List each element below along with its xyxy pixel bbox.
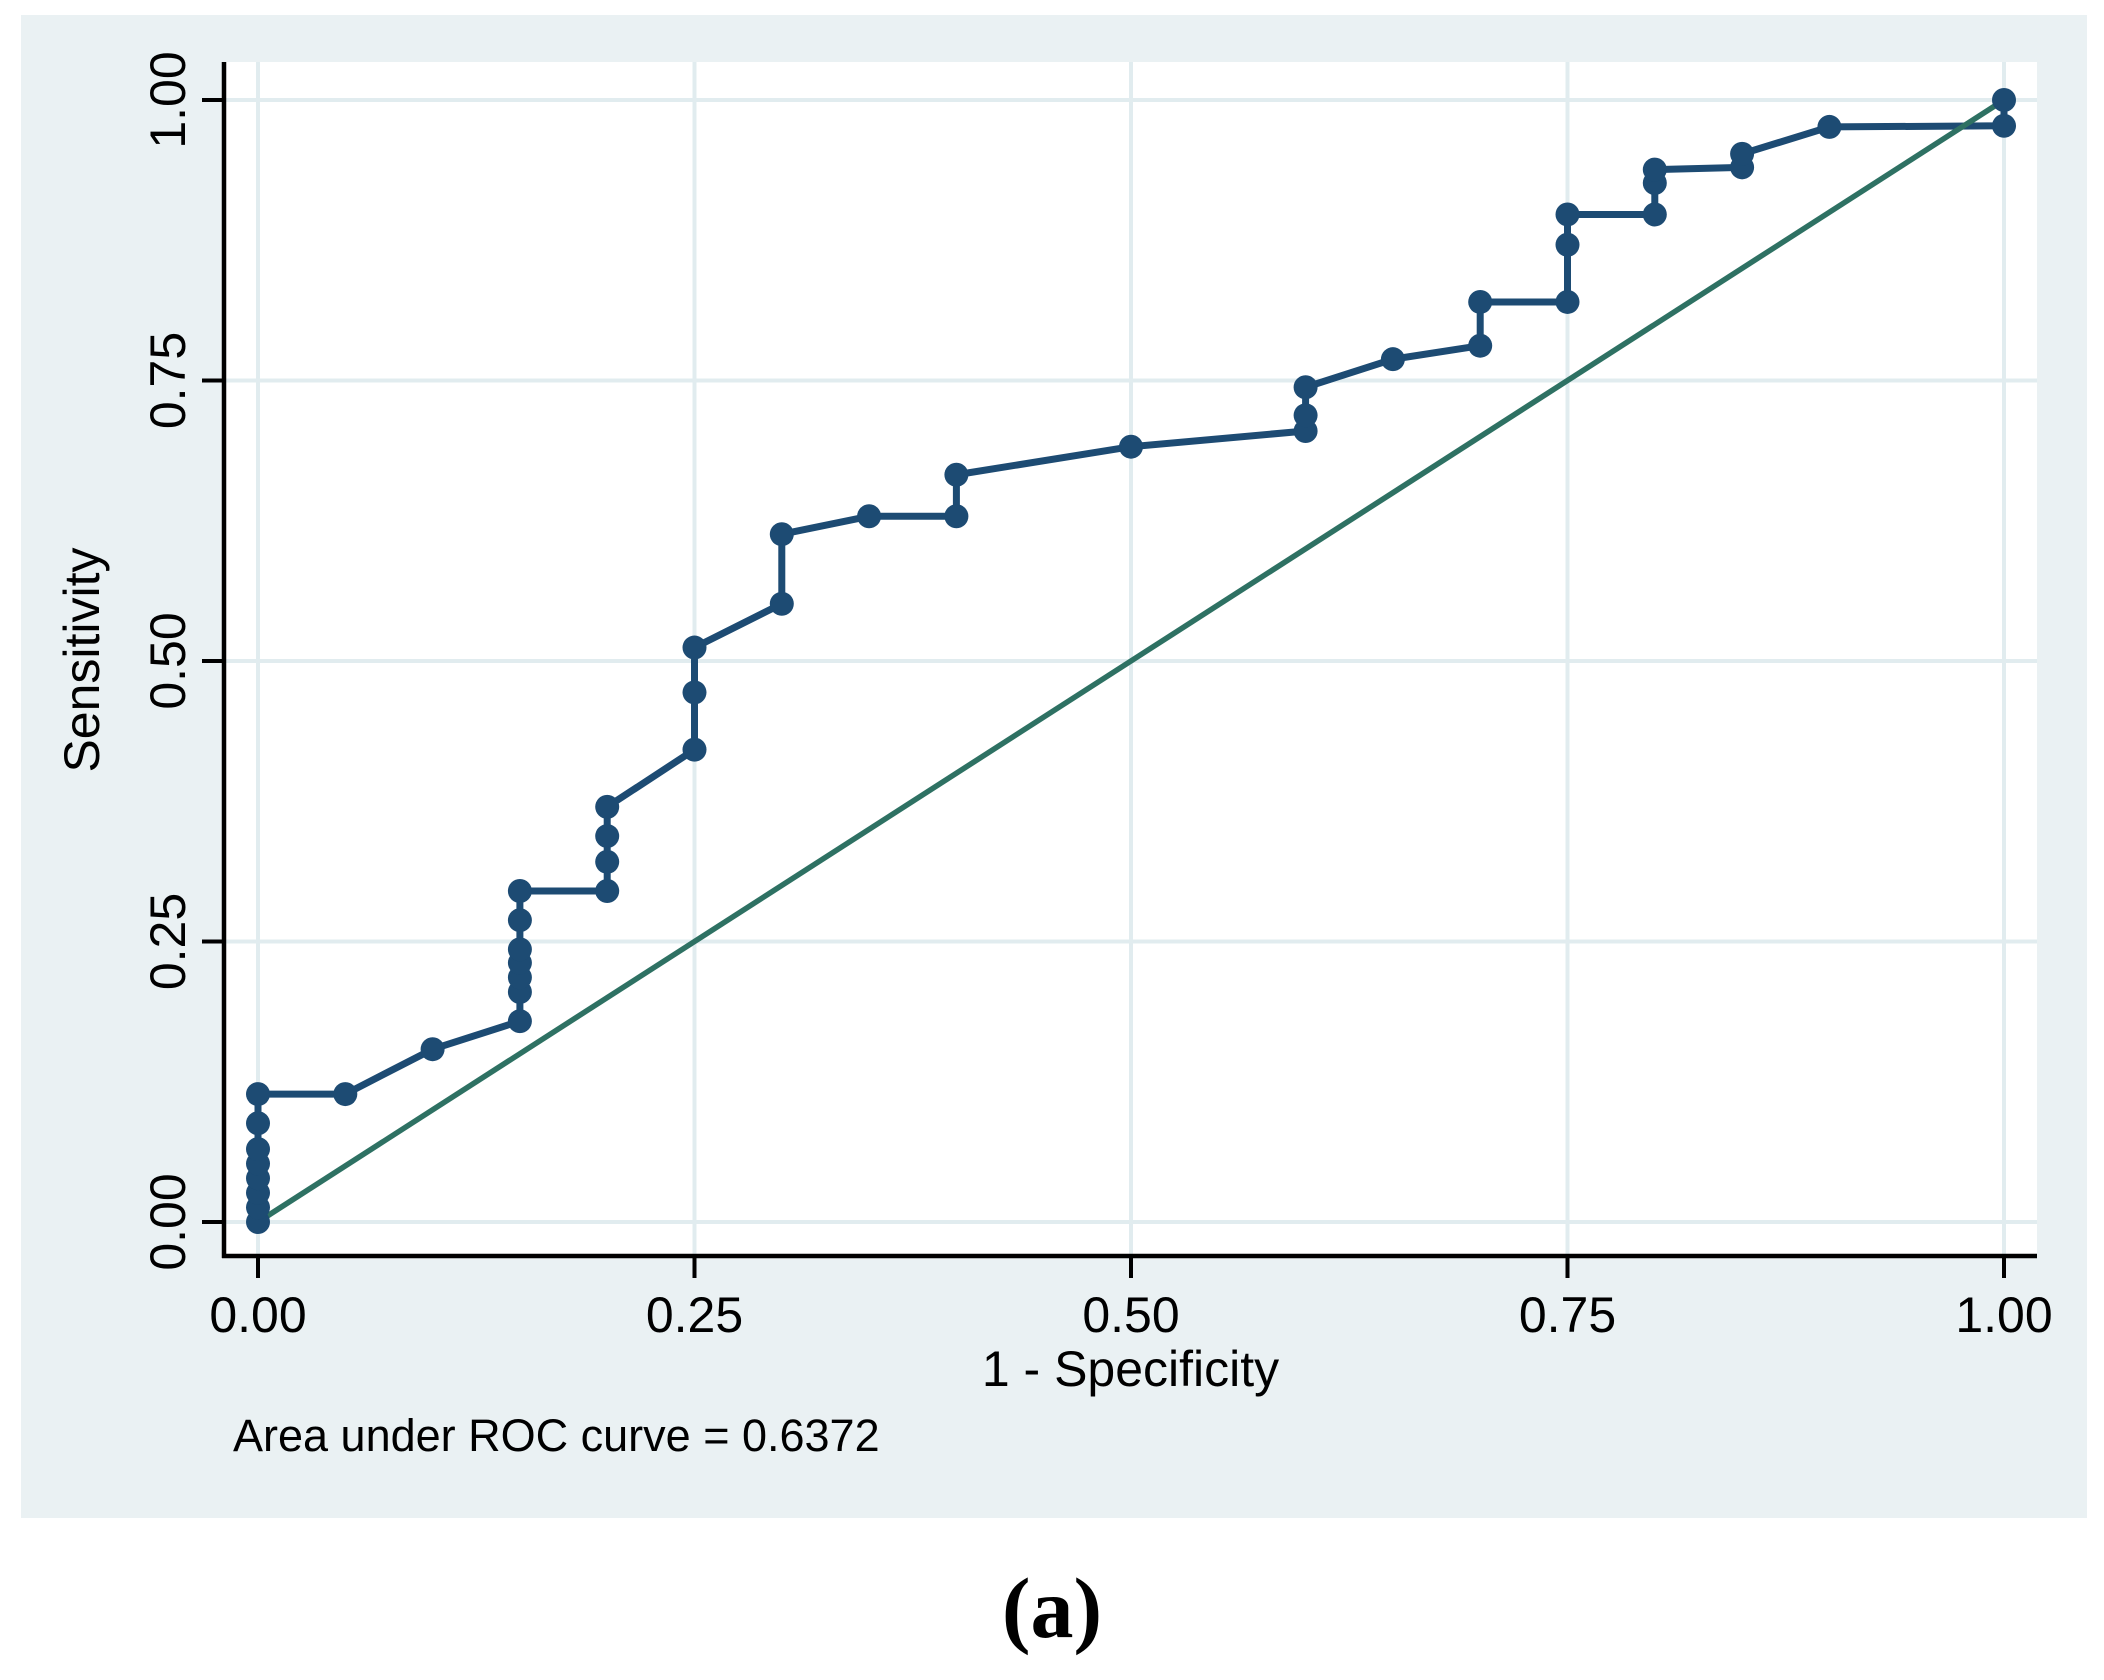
- roc-data-point: [1992, 88, 2016, 112]
- roc-data-point: [1642, 202, 1667, 227]
- roc-data-point: [507, 1009, 532, 1034]
- roc-data-point: [682, 737, 707, 762]
- roc-data-point: [333, 1082, 358, 1107]
- auc-annotation: Area under ROC curve = 0.6372: [233, 1410, 880, 1461]
- roc-data-point: [857, 504, 882, 529]
- roc-data-point: [682, 635, 707, 660]
- roc-data-point: [1992, 113, 2016, 138]
- roc-data-point: [769, 591, 794, 616]
- roc-data-point: [595, 849, 620, 874]
- roc-data-point: [246, 1082, 270, 1107]
- roc-data-point: [595, 824, 620, 849]
- roc-data-point: [944, 504, 969, 529]
- reference-diagonal-line: [256, 97, 2006, 1225]
- roc-data-point: [420, 1037, 445, 1062]
- figure-caption: (a): [1001, 1560, 1103, 1656]
- x-tick-label: 0.50: [1082, 1287, 1179, 1343]
- roc-data-point: [1380, 347, 1405, 372]
- roc-data-point: [1555, 232, 1580, 257]
- roc-data-point: [1730, 141, 1755, 166]
- y-tick-label: 0.25: [140, 893, 196, 990]
- x-tick-label: 0.00: [209, 1287, 306, 1343]
- roc-data-point: [1555, 202, 1580, 227]
- roc-data-point: [1468, 289, 1493, 314]
- roc-data-point: [682, 680, 707, 705]
- roc-data-point: [1293, 375, 1318, 400]
- x-tick-label: 1.00: [1955, 1287, 2052, 1343]
- roc-data-point: [1642, 157, 1667, 182]
- y-tick-label: 0.75: [140, 332, 196, 429]
- roc-data-point: [595, 879, 620, 904]
- roc-data-point: [246, 1111, 270, 1136]
- roc-data-point: [1555, 289, 1580, 314]
- x-tick-label: 0.25: [646, 1287, 743, 1343]
- x-tick-label: 0.75: [1519, 1287, 1616, 1343]
- roc-data-point: [1293, 403, 1318, 428]
- y-tick-label: 0.50: [140, 612, 196, 709]
- roc-data-point: [1119, 434, 1143, 459]
- roc-data-point: [507, 879, 532, 904]
- roc-data-point: [1817, 114, 1842, 139]
- roc-data-point: [769, 522, 794, 547]
- x-axis-title: 1 - Specificity: [981, 1341, 1280, 1397]
- roc-data-point: [507, 937, 532, 962]
- roc-data-point: [507, 908, 532, 933]
- roc-data-point: [944, 462, 969, 487]
- roc-data-point: [1468, 333, 1493, 358]
- roc-data-point: [246, 1137, 270, 1162]
- y-tick-label: 1.00: [140, 51, 196, 148]
- roc-data-point: [595, 794, 620, 819]
- y-tick-label: 0.00: [140, 1173, 196, 1270]
- y-axis-title: Sensitivity: [54, 547, 110, 773]
